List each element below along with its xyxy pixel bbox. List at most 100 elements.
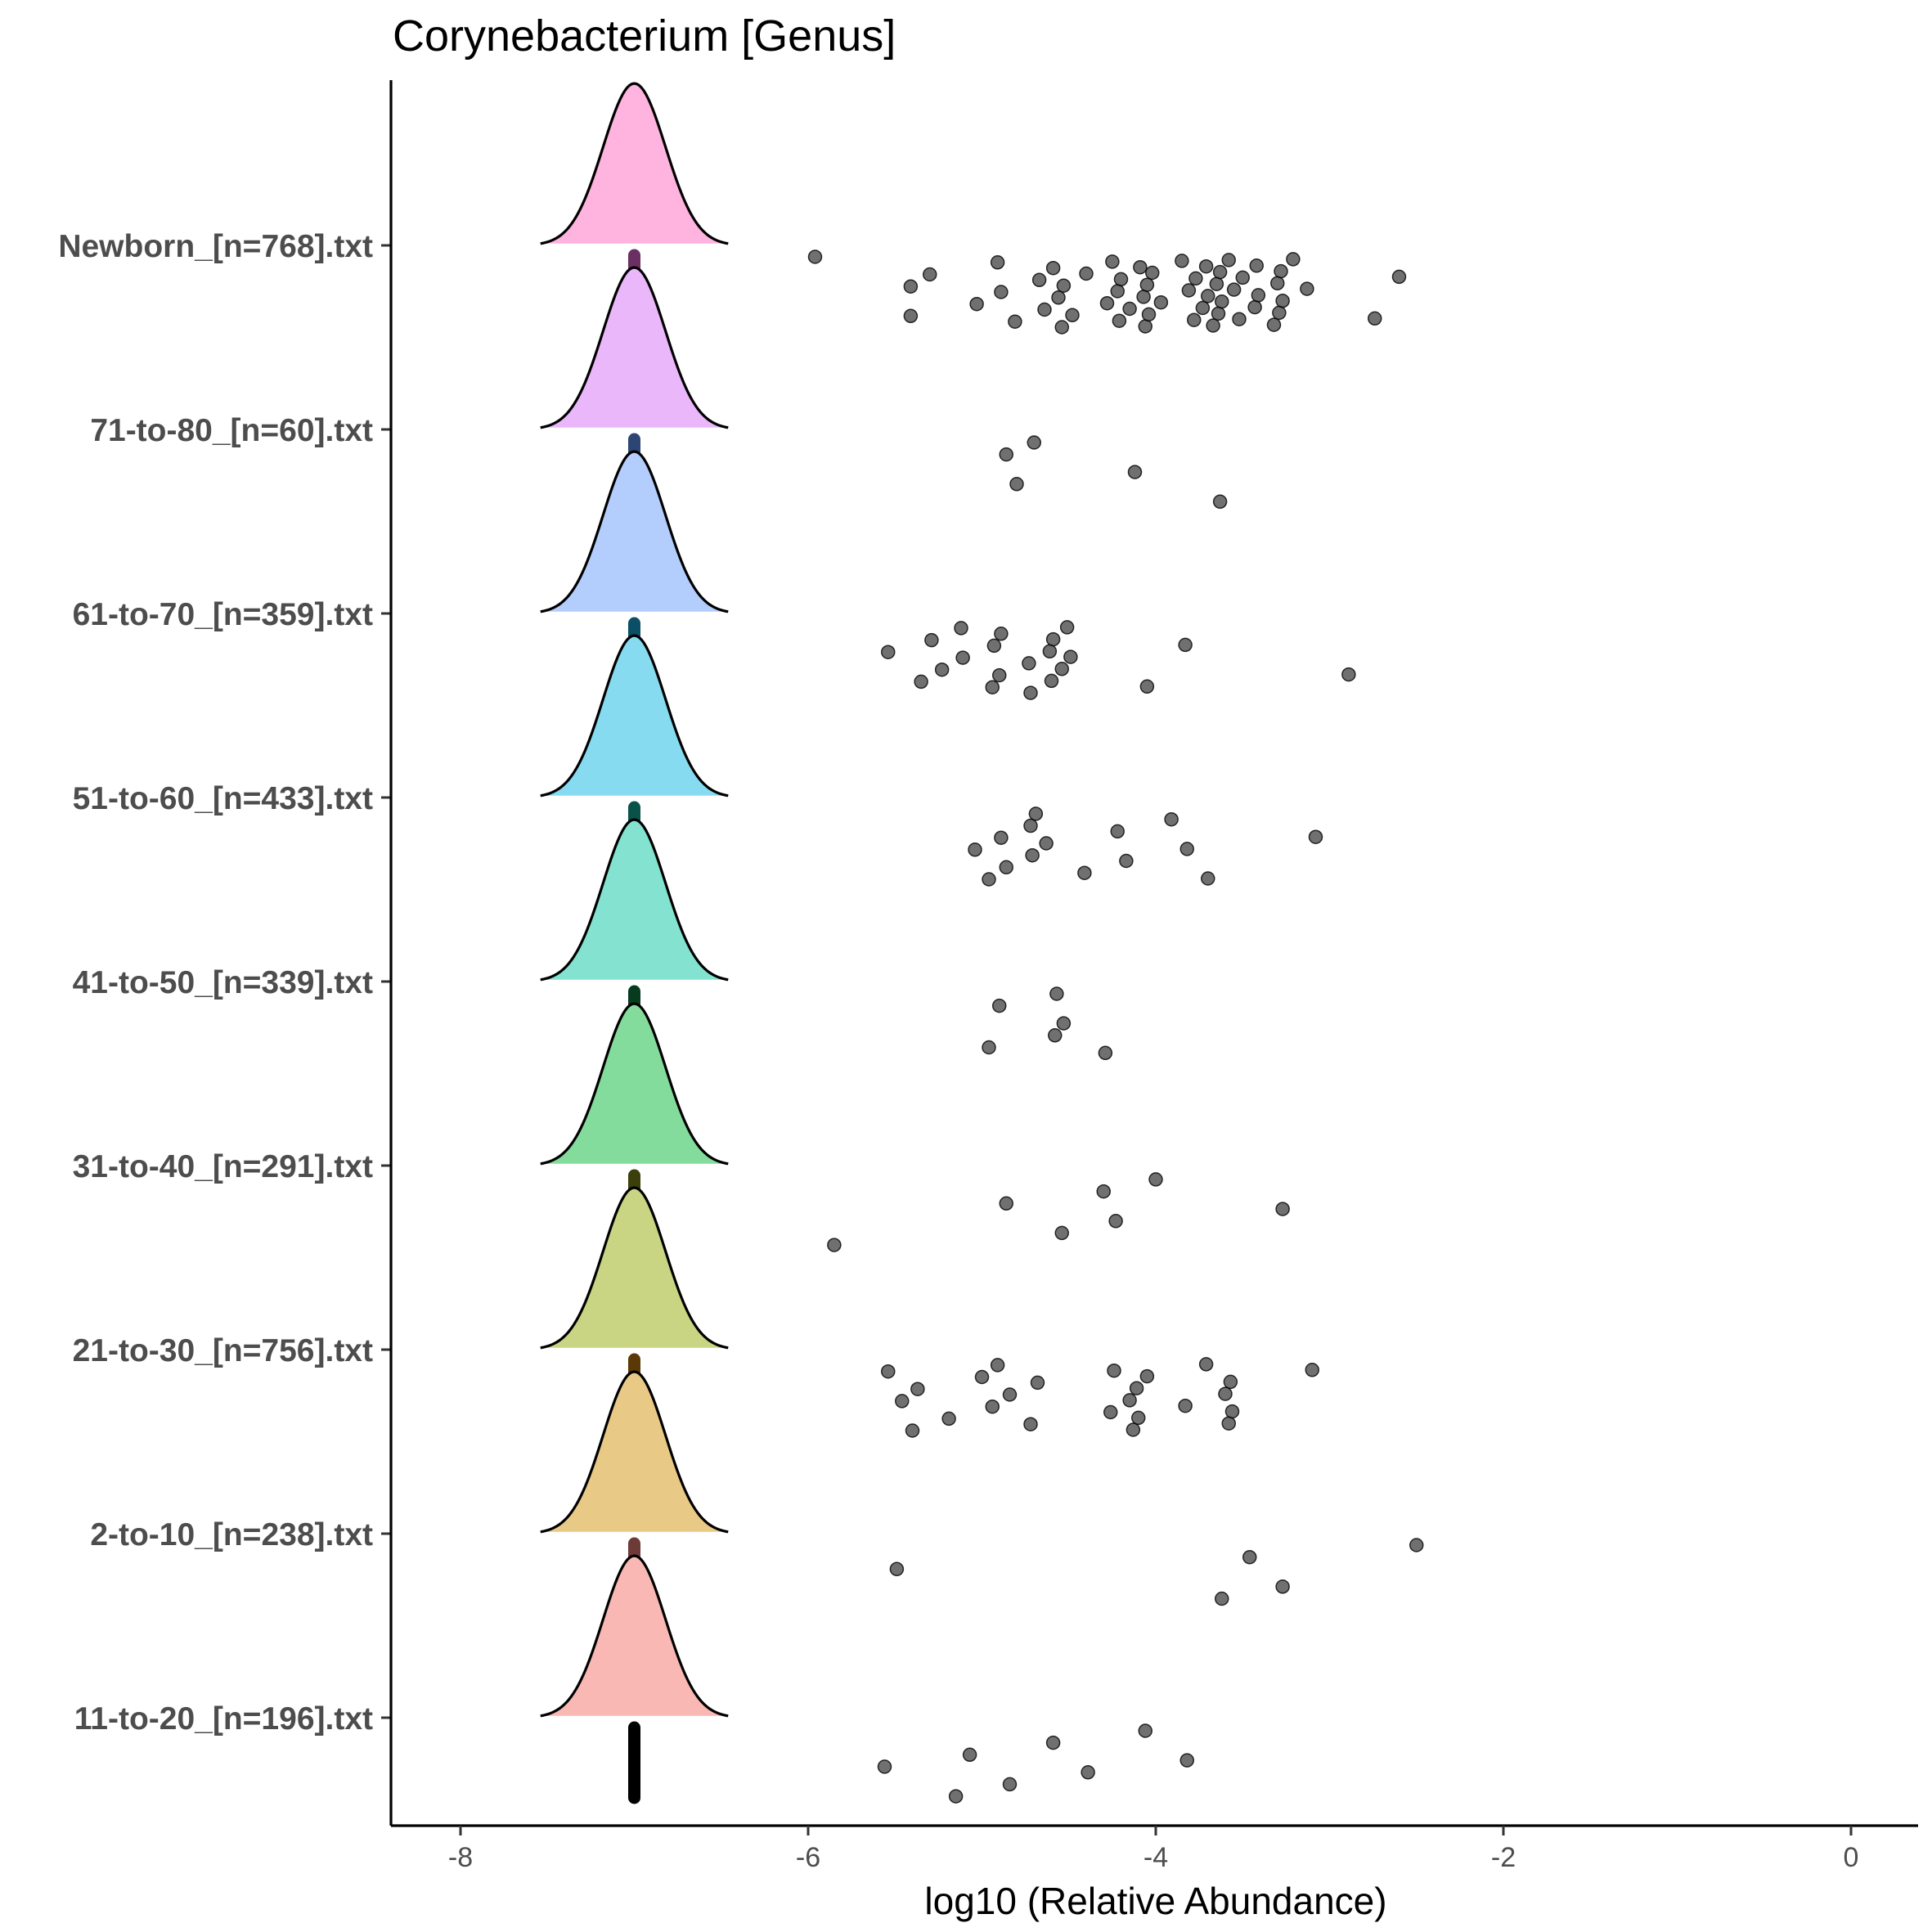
- data-point: [974, 1369, 990, 1385]
- data-point: [1188, 271, 1203, 286]
- data-point: [1138, 319, 1152, 334]
- data-point: [1209, 276, 1224, 291]
- data-point: [1391, 269, 1407, 285]
- y-tick-label: 41-to-50_[n=339].txt: [73, 965, 373, 1000]
- data-point: [881, 645, 896, 659]
- data-point: [1063, 649, 1078, 664]
- y-axis: Newborn_[n=768].txt 71-to-80_[n=60].txt 61…: [58, 80, 393, 1826]
- data-point: [889, 1561, 905, 1577]
- density-ridge-fill: [540, 452, 729, 612]
- density-ridge-outline: [540, 1554, 729, 1718]
- density-ridge-outline: [540, 82, 729, 245]
- data-point: [1031, 272, 1047, 288]
- data-point: [1112, 313, 1127, 328]
- data-point: [1131, 1410, 1146, 1426]
- data-point: [1341, 667, 1356, 682]
- data-point: [1153, 294, 1169, 310]
- density-ridge-outline: [540, 818, 729, 982]
- data-point: [1042, 644, 1058, 659]
- data-point: [895, 1394, 910, 1409]
- data-point: [1139, 1368, 1155, 1384]
- data-point: [903, 279, 919, 294]
- data-point: [1099, 295, 1115, 311]
- data-point: [1105, 254, 1120, 269]
- data-point: [1145, 265, 1160, 281]
- data-point: [1023, 1417, 1038, 1431]
- data-point: [1275, 1579, 1290, 1594]
- data-point: [969, 296, 984, 312]
- data-point: [1056, 1016, 1072, 1031]
- data-point: [1178, 637, 1193, 653]
- x-tick-label: -2: [1491, 1842, 1516, 1873]
- data-point: [1037, 302, 1052, 317]
- data-point: [1249, 258, 1264, 273]
- data-point: [1002, 1387, 1018, 1402]
- data-point: [1251, 288, 1266, 303]
- data-point: [924, 632, 939, 648]
- data-point: [1139, 679, 1155, 694]
- data-point: [1211, 306, 1226, 321]
- data-point: [1122, 1393, 1137, 1408]
- data-point: [1049, 986, 1064, 1001]
- data-point: [994, 830, 1009, 845]
- x-axis: -8 -6 -4 -2 0: [391, 1824, 1918, 1873]
- data-point: [1215, 294, 1229, 309]
- data-point: [1148, 1172, 1163, 1187]
- data-point: [1201, 871, 1215, 886]
- data-point: [1221, 253, 1236, 267]
- data-point: [1127, 465, 1143, 479]
- density-ridge-fill: [540, 820, 729, 980]
- data-point: [1272, 305, 1287, 321]
- data-point: [1051, 290, 1066, 305]
- data-point: [1129, 1381, 1144, 1395]
- data-point: [1077, 865, 1092, 880]
- y-tick-label: 2-to-10_[n=238].txt: [90, 1517, 373, 1552]
- data-point: [1179, 1753, 1194, 1768]
- data-point: [1113, 272, 1129, 287]
- data-point: [1138, 1723, 1152, 1738]
- data-point: [1054, 1225, 1069, 1241]
- density-ridge-fill: [540, 267, 729, 428]
- data-point: [1023, 685, 1038, 700]
- data-point: [1223, 1374, 1238, 1390]
- data-point: [1235, 270, 1250, 285]
- data-point: [1409, 1538, 1424, 1552]
- data-point: [948, 1789, 964, 1804]
- data-point: [923, 267, 937, 282]
- data-point: [1056, 278, 1072, 293]
- data-point: [1025, 847, 1040, 863]
- y-tick-label: 21-to-30_[n=756].txt: [73, 1333, 373, 1368]
- data-point: [1048, 1028, 1063, 1043]
- data-point: [1103, 1404, 1118, 1420]
- chart-title: Corynebacterium [Genus]: [393, 11, 896, 61]
- data-point: [941, 1411, 956, 1427]
- data-point: [1266, 317, 1282, 332]
- data-point: [905, 1423, 920, 1438]
- data-point: [1164, 811, 1179, 827]
- x-tick-label: -8: [448, 1842, 473, 1873]
- data-point: [1178, 1398, 1193, 1413]
- density-ridge-outline: [540, 634, 729, 798]
- data-point: [1221, 1416, 1236, 1431]
- data-point: [1022, 656, 1036, 671]
- data-point: [910, 1382, 925, 1396]
- data-point: [990, 255, 1005, 270]
- data-point: [992, 998, 1007, 1013]
- data-point: [1198, 258, 1214, 274]
- data-point: [992, 667, 1007, 683]
- data-point: [1107, 1363, 1121, 1378]
- data-point: [1242, 1549, 1257, 1565]
- y-tick-label: 61-to-70_[n=359].txt: [73, 597, 373, 632]
- data-point: [1270, 276, 1285, 291]
- data-point: [1045, 1735, 1061, 1750]
- data-point: [1136, 290, 1151, 304]
- density-ridge-outline: [540, 450, 729, 613]
- data-point: [1286, 252, 1301, 267]
- density-ridge-fill: [540, 1556, 729, 1716]
- data-point: [994, 627, 1009, 641]
- data-point: [1122, 301, 1137, 317]
- data-point: [1215, 1591, 1229, 1606]
- data-point: [1274, 263, 1288, 279]
- data-point: [1300, 281, 1314, 296]
- data-point: [1027, 435, 1041, 450]
